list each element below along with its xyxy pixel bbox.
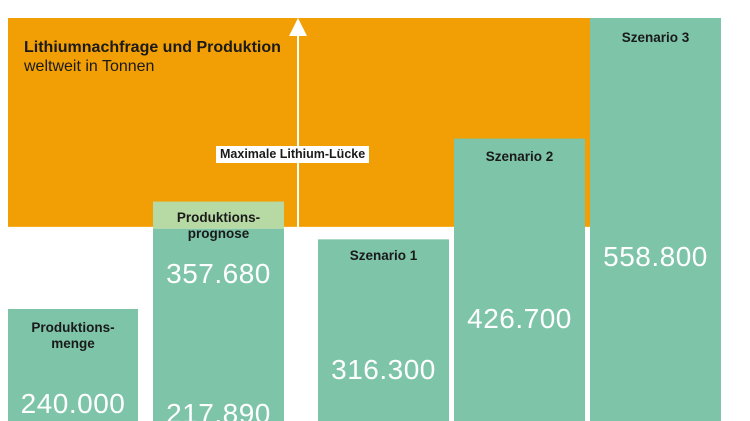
bar-value: 316.300 — [331, 354, 436, 385]
bar-value: 357.680 — [166, 258, 271, 289]
bar-label: Produktions- prognose — [176, 210, 261, 241]
bar-label: Produktions- menge — [31, 320, 115, 351]
bar-value: 426.700 — [467, 303, 572, 334]
bar-forecast — [153, 201, 284, 229]
bar-value: 558.800 — [603, 241, 708, 272]
bar-base-value: 217.890 — [166, 398, 271, 421]
bar-3 — [318, 239, 449, 421]
bar-forecast-base — [153, 228, 284, 421]
bar-1 — [8, 309, 138, 421]
bar-label: Szenario 3 — [621, 30, 690, 45]
gap-annotation: Maximale Lithium-Lücke — [216, 146, 370, 163]
chart-title: Lithiumnachfrage und Produktion — [24, 39, 281, 56]
bar-value: 240.000 — [20, 388, 126, 419]
bar-4 — [454, 138, 585, 421]
title-block: Lithiumnachfrage und Produktion weltweit… — [24, 38, 281, 77]
bar-label: Szenario 1 — [349, 248, 418, 263]
bar-label: Szenario 2 — [485, 149, 554, 164]
chart-subtitle: weltweit in Tonnen — [24, 58, 155, 75]
gap-arrow-head-up — [289, 18, 307, 36]
gap-arrow-head-down — [289, 311, 307, 329]
bar-5 — [590, 18, 721, 421]
